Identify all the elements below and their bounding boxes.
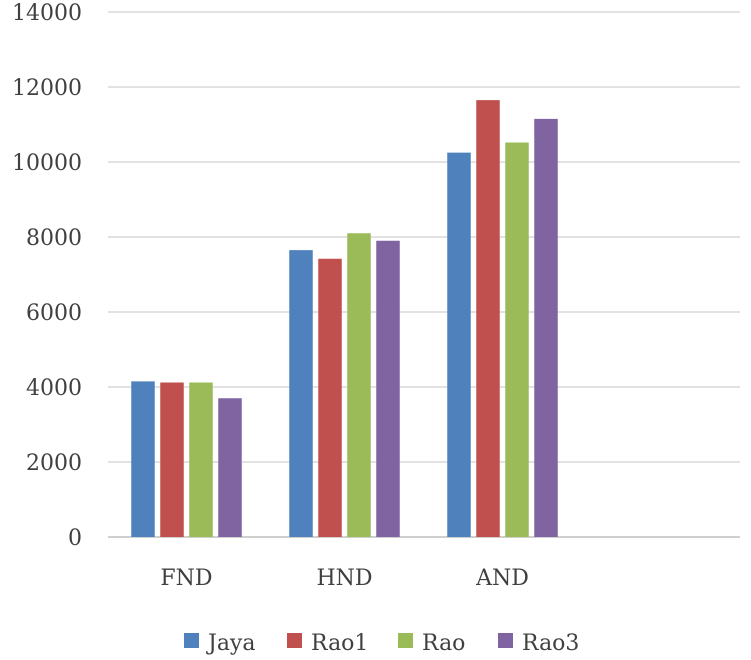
bar-rao3-hnd <box>376 240 400 537</box>
bar-jaya-and <box>447 152 471 537</box>
y-tick-label: 0 <box>68 526 82 551</box>
bar-rao-hnd <box>347 233 371 537</box>
bars <box>131 100 558 537</box>
legend-label-rao1: Rao1 <box>311 631 368 656</box>
bar-jaya-hnd <box>289 250 313 537</box>
y-tick-label: 12000 <box>12 76 82 101</box>
bar-rao3-and <box>534 118 558 537</box>
legend-swatch-rao1 <box>287 633 302 648</box>
legend-label-rao: Rao <box>422 631 465 656</box>
bar-rao1-fnd <box>160 382 184 537</box>
category-label: AND <box>475 566 529 591</box>
y-tick-label: 10000 <box>12 151 82 176</box>
legend: Jaya Rao1 Rao Rao3 <box>184 631 579 656</box>
bar-rao1-and <box>476 100 500 537</box>
bar-jaya-fnd <box>131 381 155 537</box>
bar-rao-fnd <box>189 382 213 537</box>
x-axis-category-labels: FND HND AND <box>160 566 528 591</box>
y-axis-tick-labels: 0 2000 4000 6000 8000 10000 12000 14000 <box>12 1 82 551</box>
y-tick-label: 8000 <box>26 226 82 251</box>
category-label: HND <box>316 566 372 591</box>
bar-rao-and <box>505 142 529 537</box>
legend-swatch-rao3 <box>498 633 513 648</box>
gridlines <box>108 11 740 538</box>
bar-rao3-fnd <box>218 398 242 537</box>
y-tick-label: 4000 <box>26 376 82 401</box>
legend-swatch-rao <box>398 633 413 648</box>
legend-label-rao3: Rao3 <box>522 631 579 656</box>
y-tick-label: 14000 <box>12 1 82 26</box>
y-tick-label: 2000 <box>26 451 82 476</box>
category-label: FND <box>160 566 212 591</box>
legend-label-jaya: Jaya <box>206 631 255 656</box>
y-tick-label: 6000 <box>26 301 82 326</box>
legend-swatch-jaya <box>184 633 199 648</box>
bar-rao1-hnd <box>318 258 342 537</box>
